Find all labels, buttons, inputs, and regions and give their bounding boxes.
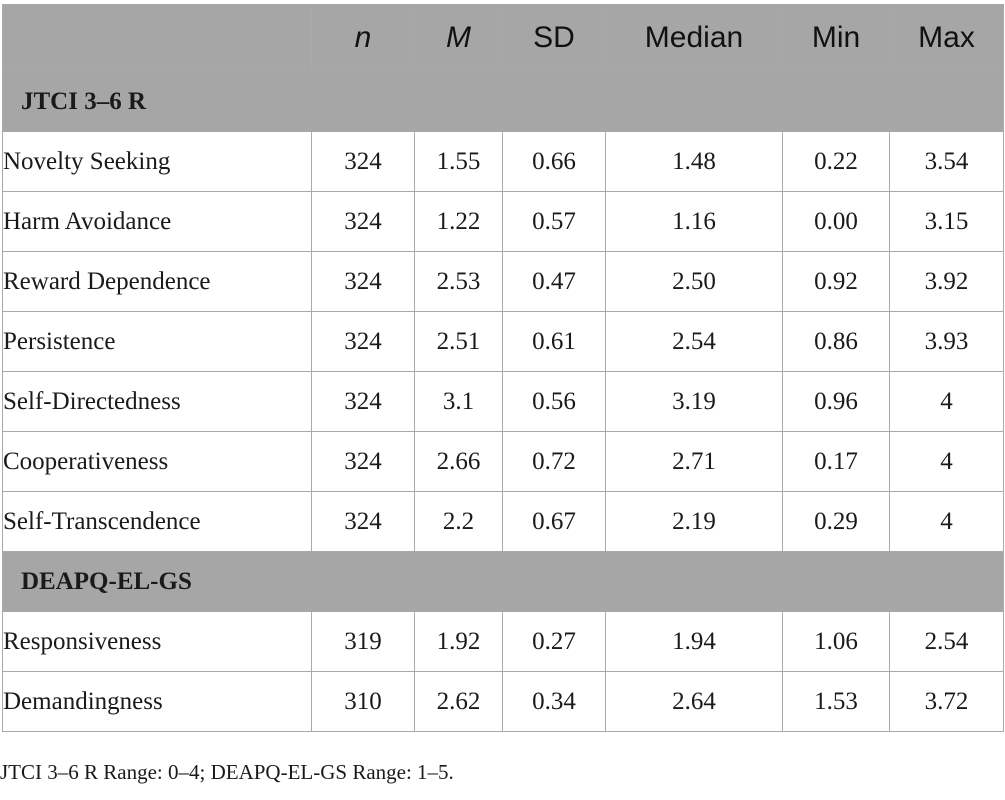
row-label: Self-Transcendence [2,491,312,552]
section-title: JTCI 3–6 R [2,71,1004,132]
header-cell-sd: SD [502,4,606,72]
cell-sd: 0.72 [502,431,606,492]
cell-sd: 0.34 [502,671,606,732]
cell-max: 3.72 [889,671,1004,732]
cell-n: 324 [311,191,415,252]
cell-max: 4 [889,491,1004,552]
cell-min: 0.17 [782,431,890,492]
cell-median: 3.19 [605,371,783,432]
cell-n: 324 [311,431,415,492]
descriptive-statistics-table: n M SD Median Min Max JTCI 3–6 R Novelty… [2,4,1004,732]
table-footnote: JTCI 3–6 R Range: 0–4; DEAPQ-EL-GS Range… [0,760,454,784]
section-row-deapq: DEAPQ-EL-GS [2,551,1004,612]
cell-median: 1.48 [605,131,783,192]
cell-n: 324 [311,251,415,312]
table-row: Demandingness 310 2.62 0.34 2.64 1.53 3.… [2,671,1004,732]
cell-min: 1.53 [782,671,890,732]
cell-sd: 0.56 [502,371,606,432]
cell-sd: 0.67 [502,491,606,552]
cell-max: 2.54 [889,611,1004,672]
cell-sd: 0.66 [502,131,606,192]
row-label: Harm Avoidance [2,191,312,252]
header-cell-min: Min [782,4,890,72]
row-label: Cooperativeness [2,431,312,492]
cell-mean: 1.22 [414,191,503,252]
cell-mean: 2.62 [414,671,503,732]
row-label: Self-Directedness [2,371,312,432]
row-label: Reward Dependence [2,251,312,312]
cell-max: 3.92 [889,251,1004,312]
cell-n: 324 [311,371,415,432]
row-label: Responsiveness [2,611,312,672]
cell-min: 0.22 [782,131,890,192]
cell-median: 2.19 [605,491,783,552]
cell-mean: 1.55 [414,131,503,192]
table-row: Novelty Seeking 324 1.55 0.66 1.48 0.22 … [2,131,1004,192]
cell-mean: 1.92 [414,611,503,672]
cell-median: 1.94 [605,611,783,672]
row-label: Demandingness [2,671,312,732]
cell-mean: 2.51 [414,311,503,372]
cell-min: 1.06 [782,611,890,672]
cell-n: 319 [311,611,415,672]
cell-median: 2.54 [605,311,783,372]
cell-max: 3.93 [889,311,1004,372]
row-label: Persistence [2,311,312,372]
table-row: Self-Directedness 324 3.1 0.56 3.19 0.96… [2,371,1004,432]
table-row: Cooperativeness 324 2.66 0.72 2.71 0.17 … [2,431,1004,492]
cell-sd: 0.27 [502,611,606,672]
header-cell-max: Max [889,4,1004,72]
cell-max: 4 [889,431,1004,492]
header-cell-mean: M [414,4,503,72]
cell-min: 0.92 [782,251,890,312]
table-row: Self-Transcendence 324 2.2 0.67 2.19 0.2… [2,491,1004,552]
cell-mean: 2.2 [414,491,503,552]
cell-mean: 2.53 [414,251,503,312]
header-cell-n: n [311,4,415,72]
section-row-jtci: JTCI 3–6 R [2,71,1004,132]
table-row: Responsiveness 319 1.92 0.27 1.94 1.06 2… [2,611,1004,672]
cell-sd: 0.57 [502,191,606,252]
header-cell-median: Median [605,4,783,72]
cell-n: 310 [311,671,415,732]
cell-sd: 0.47 [502,251,606,312]
cell-median: 2.71 [605,431,783,492]
cell-min: 0.86 [782,311,890,372]
cell-mean: 3.1 [414,371,503,432]
header-cell-variable [2,4,312,72]
table-row: Reward Dependence 324 2.53 0.47 2.50 0.9… [2,251,1004,312]
cell-min: 0.29 [782,491,890,552]
cell-median: 2.64 [605,671,783,732]
cell-min: 0.96 [782,371,890,432]
cell-median: 1.16 [605,191,783,252]
header-row: n M SD Median Min Max [2,4,1004,72]
cell-sd: 0.61 [502,311,606,372]
cell-max: 3.54 [889,131,1004,192]
section-title: DEAPQ-EL-GS [2,551,1004,612]
cell-max: 4 [889,371,1004,432]
table-row: Persistence 324 2.51 0.61 2.54 0.86 3.93 [2,311,1004,372]
cell-n: 324 [311,491,415,552]
row-label: Novelty Seeking [2,131,312,192]
cell-n: 324 [311,311,415,372]
cell-median: 2.50 [605,251,783,312]
cell-mean: 2.66 [414,431,503,492]
cell-max: 3.15 [889,191,1004,252]
cell-min: 0.00 [782,191,890,252]
cell-n: 324 [311,131,415,192]
table-row: Harm Avoidance 324 1.22 0.57 1.16 0.00 3… [2,191,1004,252]
